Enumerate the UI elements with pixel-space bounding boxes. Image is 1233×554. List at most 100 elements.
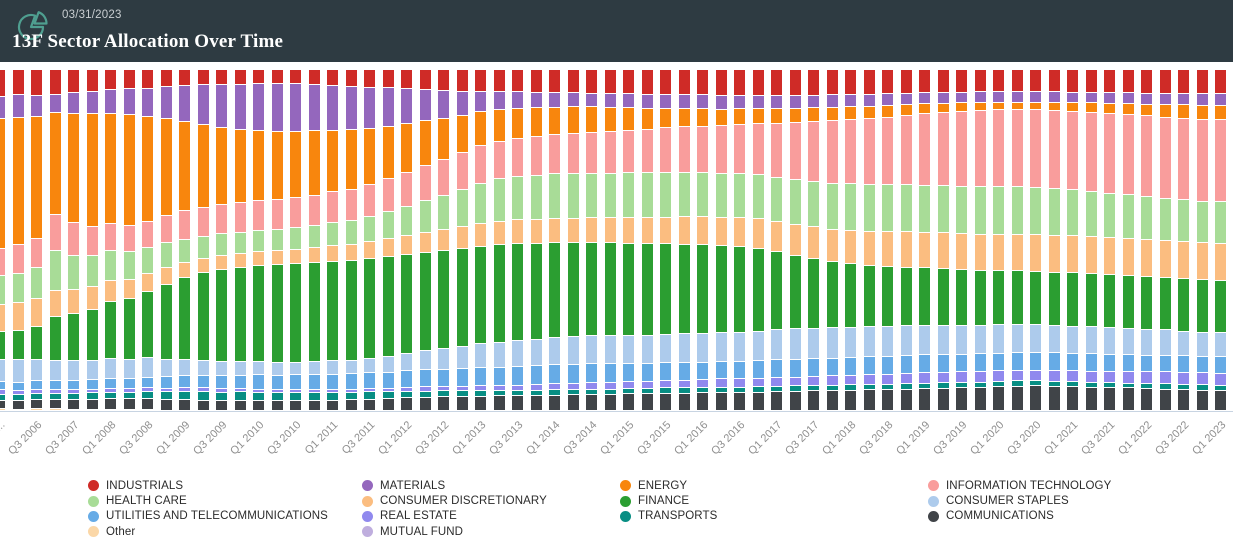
segment-communications[interactable] (197, 399, 209, 410)
segment-energy[interactable] (715, 108, 727, 126)
segment-health-care[interactable] (345, 219, 357, 244)
segment-industrials[interactable] (1141, 70, 1152, 93)
segment-consumer-discretionary[interactable] (752, 218, 764, 248)
segment-industrials[interactable] (1085, 70, 1097, 92)
segment-materials[interactable] (641, 94, 653, 109)
bar-5[interactable] (86, 70, 98, 410)
segment-information-technology[interactable] (956, 111, 967, 187)
segment-transports[interactable] (12, 394, 24, 401)
segment-health-care[interactable] (549, 173, 560, 218)
segment-health-care[interactable] (49, 249, 61, 291)
segment-transports[interactable] (1011, 380, 1023, 386)
segment-real-estate[interactable] (1141, 371, 1152, 383)
segment-materials[interactable] (715, 94, 727, 109)
bar-57[interactable] (1048, 70, 1060, 410)
segment-finance[interactable] (197, 272, 209, 360)
segment-health-care[interactable] (567, 173, 579, 218)
segment-consumer-discretionary[interactable] (1178, 241, 1189, 279)
bar-7[interactable] (123, 70, 135, 410)
segment-health-care[interactable] (456, 188, 468, 227)
bar-q1-2008[interactable] (105, 70, 116, 410)
segment-consumer-staples[interactable] (438, 348, 449, 369)
segment-communications[interactable] (12, 400, 24, 409)
segment-health-care[interactable] (142, 246, 153, 274)
segment-finance[interactable] (882, 265, 893, 326)
segment-communications[interactable] (586, 394, 597, 410)
segment-consumer-discretionary[interactable] (401, 235, 412, 255)
segment-consumer-discretionary[interactable] (12, 302, 24, 330)
segment-utilities-and-telecommunications[interactable] (604, 363, 616, 382)
segment-energy[interactable] (734, 108, 745, 125)
segment-finance[interactable] (1196, 279, 1208, 332)
segment-utilities-and-telecommunications[interactable] (919, 354, 930, 373)
segment-real-estate[interactable] (1011, 369, 1023, 381)
bar-q3-2020[interactable] (1030, 70, 1041, 410)
segment-finance[interactable] (623, 242, 634, 336)
segment-materials[interactable] (216, 84, 227, 127)
segment-consumer-staples[interactable] (86, 360, 98, 380)
segment-utilities-and-telecommunications[interactable] (1011, 352, 1023, 370)
segment-industrials[interactable] (567, 70, 579, 93)
segment-consumer-discretionary[interactable] (993, 233, 1004, 270)
segment-consumer-discretionary[interactable] (734, 217, 745, 246)
segment-communications[interactable] (1085, 386, 1097, 410)
segment-energy[interactable] (142, 115, 153, 221)
segment-consumer-discretionary[interactable] (919, 231, 930, 268)
segment-health-care[interactable] (68, 254, 79, 289)
segment-energy[interactable] (401, 123, 412, 172)
segment-real-estate[interactable] (641, 380, 653, 388)
segment-communications[interactable] (1104, 387, 1115, 410)
segment-other[interactable] (68, 408, 79, 410)
segment-materials[interactable] (123, 88, 135, 115)
segment-energy[interactable] (863, 105, 875, 119)
segment-consumer-staples[interactable] (401, 353, 412, 371)
segment-industrials[interactable] (863, 70, 875, 94)
segment-transports[interactable] (734, 386, 745, 393)
segment-consumer-staples[interactable] (882, 325, 893, 356)
segment-consumer-discretionary[interactable] (530, 218, 542, 243)
segment-materials[interactable] (271, 83, 283, 131)
segment-utilities-and-telecommunications[interactable] (86, 379, 98, 389)
segment-energy[interactable] (900, 104, 912, 115)
segment-utilities-and-telecommunications[interactable] (364, 372, 375, 388)
segment-finance[interactable] (1048, 271, 1060, 325)
segment-communications[interactable] (567, 394, 579, 410)
bar-15[interactable] (271, 70, 283, 410)
segment-utilities-and-telecommunications[interactable] (900, 355, 912, 373)
segment-materials[interactable] (197, 84, 209, 124)
bar-63[interactable] (1159, 70, 1171, 410)
segment-energy[interactable] (1067, 102, 1078, 111)
segment-consumer-staples[interactable] (1104, 327, 1115, 354)
segment-transports[interactable] (808, 385, 819, 391)
segment-information-technology[interactable] (993, 109, 1004, 186)
segment-industrials[interactable] (49, 70, 61, 94)
segment-transports[interactable] (845, 384, 856, 390)
segment-consumer-staples[interactable] (734, 331, 745, 361)
segment-utilities-and-telecommunications[interactable] (1159, 354, 1171, 372)
segment-health-care[interactable] (623, 171, 634, 217)
segment-communications[interactable] (253, 400, 264, 410)
segment-health-care[interactable] (1159, 197, 1171, 240)
segment-consumer-staples[interactable] (382, 355, 394, 372)
segment-materials[interactable] (160, 86, 172, 119)
segment-real-estate[interactable] (826, 375, 838, 385)
segment-materials[interactable] (419, 89, 431, 121)
segment-real-estate[interactable] (715, 378, 727, 387)
segment-transports[interactable] (216, 391, 227, 400)
segment-utilities-and-telecommunications[interactable] (12, 381, 24, 391)
segment-industrials[interactable] (734, 70, 745, 95)
bar-53[interactable] (974, 70, 986, 410)
segment-real-estate[interactable] (1085, 370, 1097, 382)
segment-information-technology[interactable] (197, 207, 209, 236)
segment-information-technology[interactable] (1178, 117, 1189, 200)
segment-information-technology[interactable] (438, 159, 449, 195)
segment-consumer-discretionary[interactable] (808, 226, 819, 259)
segment-utilities-and-telecommunications[interactable] (327, 373, 338, 389)
segment-consumer-discretionary[interactable] (364, 240, 375, 259)
bar-q1-2016[interactable] (697, 70, 708, 410)
segment-communications[interactable] (808, 390, 819, 410)
segment-consumer-staples[interactable] (937, 325, 949, 354)
segment-finance[interactable] (697, 244, 708, 334)
segment-consumer-discretionary[interactable] (956, 233, 967, 269)
segment-real-estate[interactable] (160, 387, 172, 392)
